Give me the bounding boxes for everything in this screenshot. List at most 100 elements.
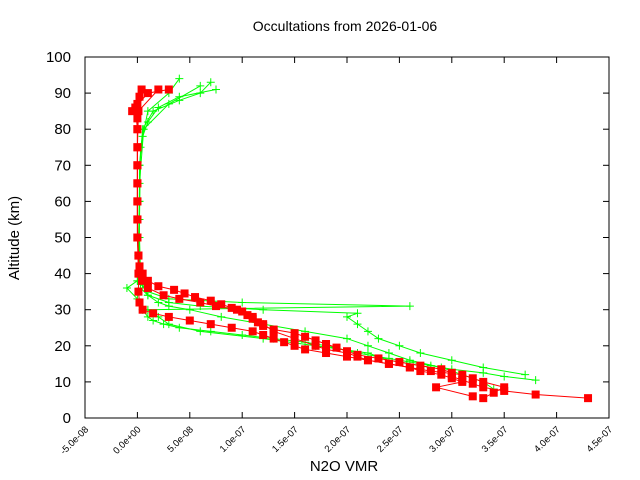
red-square-point bbox=[248, 312, 257, 321]
chart-title: Occultations from 2026-01-06 bbox=[253, 18, 438, 34]
red-profile-line bbox=[134, 88, 506, 399]
red-square-point bbox=[135, 298, 144, 307]
red-square-point bbox=[332, 343, 341, 352]
red-square-point bbox=[134, 287, 143, 296]
red-square-point bbox=[154, 282, 163, 291]
red-square-point bbox=[164, 312, 173, 321]
y-tick-label: 20 bbox=[54, 338, 71, 355]
green-plus-point bbox=[521, 370, 530, 379]
green-plus-point bbox=[143, 107, 152, 116]
green-plus-point bbox=[363, 349, 372, 358]
red-square-point bbox=[322, 345, 331, 354]
green-profile-line bbox=[126, 88, 536, 381]
red-square-point bbox=[468, 392, 477, 401]
red-square-point bbox=[343, 349, 351, 358]
red-square-point bbox=[479, 377, 488, 386]
green-plus-point bbox=[416, 349, 425, 358]
green-plus-point bbox=[343, 334, 351, 343]
red-square-point bbox=[489, 388, 498, 397]
red-square-point bbox=[164, 85, 173, 94]
green-plus-point bbox=[149, 316, 158, 325]
red-square-point bbox=[458, 370, 467, 379]
red-square-point bbox=[458, 377, 467, 386]
red-square-point bbox=[259, 320, 268, 329]
red-square-point bbox=[134, 251, 143, 260]
red-square-point bbox=[301, 332, 310, 341]
red-square-point bbox=[206, 320, 215, 329]
red-square-point bbox=[133, 125, 142, 134]
green-plus-point bbox=[164, 320, 173, 329]
y-tick-label: 60 bbox=[54, 193, 71, 210]
red-square-point bbox=[170, 285, 179, 294]
red-square-point bbox=[227, 303, 236, 312]
red-square-point bbox=[416, 361, 425, 370]
red-square-point bbox=[447, 374, 456, 383]
red-square-point bbox=[138, 276, 147, 285]
y-tick-label: 30 bbox=[54, 302, 71, 319]
red-square-point bbox=[227, 323, 236, 332]
green-plus-point bbox=[164, 99, 173, 108]
red-square-point bbox=[143, 89, 152, 98]
red-square-point bbox=[253, 318, 262, 327]
x-tick-label: 4.0e-07 bbox=[532, 424, 563, 455]
red-square-point bbox=[531, 390, 540, 399]
red-square-point bbox=[159, 291, 168, 300]
green-plus-point bbox=[238, 330, 247, 339]
green-plus-point bbox=[259, 305, 268, 314]
x-tick-label: 1.0e-07 bbox=[218, 424, 249, 455]
green-plus-point bbox=[175, 74, 184, 83]
red-square-point bbox=[137, 85, 146, 94]
y-tick-label: 100 bbox=[46, 49, 71, 66]
green-plus-point bbox=[363, 341, 372, 350]
red-square-point bbox=[290, 341, 299, 350]
green-plus-point bbox=[479, 363, 488, 372]
green-plus-point bbox=[447, 356, 456, 365]
red-square-point bbox=[238, 307, 247, 316]
green-plus-point bbox=[395, 341, 404, 350]
green-plus-point bbox=[196, 81, 205, 90]
red-square-point bbox=[154, 85, 163, 94]
y-tick-label: 0 bbox=[63, 410, 71, 427]
y-axis-label: Altitude (km) bbox=[6, 196, 23, 280]
red-square-point bbox=[290, 329, 299, 338]
x-axis-label: N2O VMR bbox=[310, 458, 379, 475]
green-plus-point bbox=[206, 78, 215, 87]
green-plus-point bbox=[196, 89, 205, 98]
green-plus-point bbox=[384, 349, 393, 358]
y-tick-label: 50 bbox=[54, 230, 71, 247]
green-profile-line bbox=[136, 85, 431, 368]
red-square-point bbox=[432, 383, 441, 392]
red-square-point bbox=[311, 341, 320, 350]
green-plus-point bbox=[343, 312, 351, 321]
red-square-point bbox=[259, 330, 268, 339]
green-plus-point bbox=[212, 85, 220, 94]
red-square-point bbox=[353, 352, 362, 361]
green-plus-point bbox=[238, 298, 247, 307]
red-square-point bbox=[206, 296, 215, 305]
red-square-point bbox=[138, 305, 147, 314]
red-square-point bbox=[426, 367, 435, 376]
red-square-point bbox=[134, 107, 143, 116]
red-square-point bbox=[384, 359, 393, 368]
red-square-point bbox=[416, 367, 425, 376]
y-tick-label: 10 bbox=[54, 374, 71, 391]
red-square-point bbox=[468, 379, 477, 388]
red-square-point bbox=[185, 316, 194, 325]
green-plus-point bbox=[374, 334, 383, 343]
red-square-point bbox=[269, 334, 278, 343]
red-square-point bbox=[149, 309, 158, 318]
red-square-point bbox=[143, 276, 152, 285]
x-tick-label: 2.0e-07 bbox=[323, 424, 354, 455]
red-profile-1 bbox=[131, 85, 509, 403]
red-square-point bbox=[232, 305, 241, 314]
red-square-point bbox=[437, 370, 446, 379]
red-square-point bbox=[311, 336, 320, 345]
green-plus-point bbox=[185, 305, 194, 314]
red-square-point bbox=[500, 383, 509, 392]
red-square-point bbox=[290, 334, 299, 343]
red-square-point bbox=[196, 298, 205, 307]
red-square-point bbox=[243, 311, 252, 320]
red-square-point bbox=[133, 114, 142, 123]
x-tick-label: -5.0e-08 bbox=[58, 424, 91, 457]
